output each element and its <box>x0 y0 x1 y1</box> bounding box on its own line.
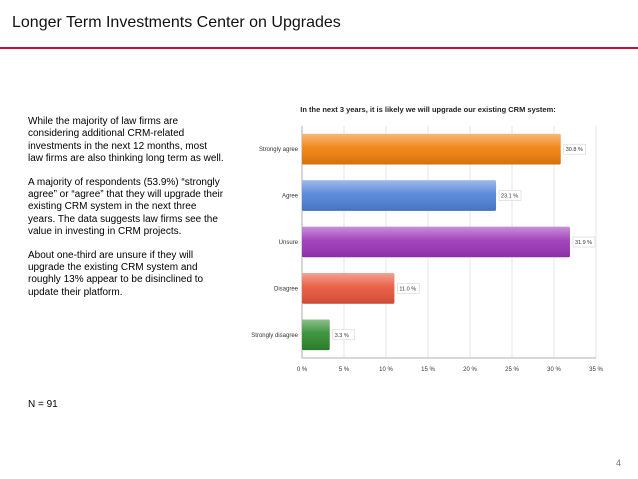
x-tick-label: 35 % <box>589 367 603 373</box>
bar-highlight <box>302 226 570 258</box>
category-label: Strongly disagree <box>251 333 298 339</box>
bar-highlight <box>302 319 330 351</box>
x-tick-label: 20 % <box>463 367 477 373</box>
sample-size-label: N = 91 <box>28 399 58 410</box>
summary-paragraph-1: While the majority of law firms are cons… <box>28 116 224 165</box>
page-number: 4 <box>615 458 621 468</box>
bar-highlight <box>302 133 561 165</box>
value-label-box <box>563 143 586 155</box>
bar-highlight <box>302 273 395 304</box>
category-label: Agree <box>282 194 299 200</box>
value-label: 11.0 % <box>399 286 416 292</box>
value-label-box <box>498 190 522 201</box>
value-label: 30.8 % <box>566 147 583 153</box>
slide-title: Longer Term Investments Center on Upgrad… <box>12 14 341 31</box>
category-label: Strongly agree <box>259 147 299 153</box>
value-label: 23.1 % <box>501 194 518 200</box>
value-label-box <box>572 236 596 248</box>
chart-title: In the next 3 years, it is likely we wil… <box>300 105 556 114</box>
category-label: Unsure <box>279 240 299 246</box>
x-tick-label: 5 % <box>339 367 350 373</box>
bar-highlight <box>302 180 497 211</box>
x-tick-label: 30 % <box>547 367 561 373</box>
value-label: 31.9 % <box>575 240 592 246</box>
value-label-box <box>397 283 420 294</box>
survey-bar-chart: In the next 3 years, it is likely we wil… <box>251 105 603 373</box>
category-label: Disagree <box>274 286 299 292</box>
x-tick-label: 0 % <box>297 367 308 373</box>
x-tick-label: 15 % <box>421 367 435 373</box>
summary-text: While the majority of law firms are cons… <box>28 116 224 310</box>
summary-paragraph-3: About one-third are unsure if they will … <box>28 249 204 298</box>
title-divider <box>0 47 638 49</box>
value-label-box <box>332 329 355 341</box>
x-tick-label: 25 % <box>505 367 519 373</box>
x-tick-label: 10 % <box>379 367 393 373</box>
summary-paragraph-2: A majority of respondents (53.9%) “stron… <box>28 176 224 238</box>
value-label: 3.3 % <box>335 333 349 339</box>
